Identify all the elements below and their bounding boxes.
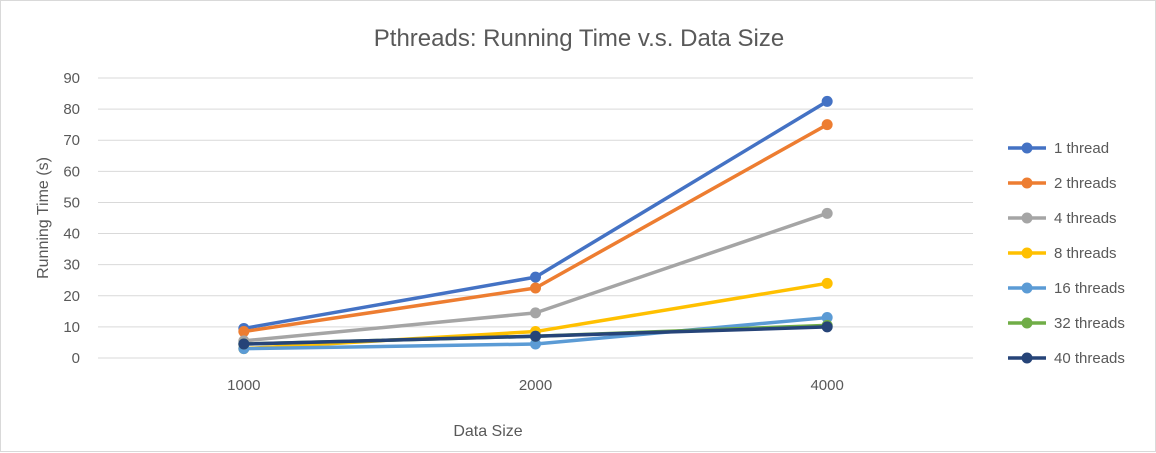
data-point <box>530 330 541 342</box>
legend-item: 8 threads <box>1008 245 1117 262</box>
data-point <box>530 282 541 294</box>
y-tick-label: 0 <box>72 350 80 367</box>
legend-label: 2 threads <box>1054 175 1117 192</box>
legend-label: 8 threads <box>1054 245 1117 262</box>
legend-swatch-marker <box>1021 317 1033 329</box>
y-tick-label: 30 <box>63 257 80 274</box>
chart-title: Pthreads: Running Time v.s. Data Size <box>374 25 784 52</box>
y-tick-label: 60 <box>63 163 80 180</box>
legend-swatch-marker <box>1021 212 1033 224</box>
data-point <box>238 338 250 350</box>
legend-item: 16 threads <box>1008 280 1125 297</box>
x-tick-label: 1000 <box>227 377 260 394</box>
series-7 <box>238 321 833 350</box>
legend-swatch-marker <box>1021 247 1033 259</box>
legend-swatch-marker <box>1021 142 1033 154</box>
legend-item: 32 threads <box>1008 315 1125 332</box>
series-5 <box>238 312 833 355</box>
series-2 <box>238 119 833 338</box>
y-axis-label: Running Time (s) <box>35 157 52 279</box>
data-point <box>821 207 833 219</box>
legend-label: 32 threads <box>1054 315 1125 332</box>
series-line <box>242 99 829 331</box>
legend-item: 1 thread <box>1008 140 1109 157</box>
legend-item: 2 threads <box>1008 175 1117 192</box>
data-point <box>530 271 541 283</box>
legend-item: 40 threads <box>1008 350 1125 367</box>
y-tick-label: 70 <box>63 132 80 149</box>
y-tick-label: 50 <box>63 194 80 211</box>
legend-swatch-marker <box>1021 177 1033 189</box>
legend-label: 16 threads <box>1054 280 1125 297</box>
series-lines <box>238 95 833 355</box>
y-tick-label: 40 <box>63 226 80 243</box>
legend-item: 4 threads <box>1008 210 1117 227</box>
legend-label: 1 thread <box>1054 140 1109 157</box>
data-point <box>821 95 833 107</box>
data-point <box>530 338 541 350</box>
x-axis-label: Data Size <box>453 423 522 440</box>
legend-swatch-marker <box>1021 352 1033 364</box>
y-tick-label: 10 <box>63 319 80 336</box>
legend: 1 thread 2 threads 4 threads 8 threads 16 th… <box>1008 140 1125 367</box>
legend-label: 4 threads <box>1054 210 1117 227</box>
y-tick-label: 80 <box>63 101 80 118</box>
y-axis-ticks: 0 10 20 30 40 50 60 70 80 90 <box>63 70 80 367</box>
legend-label: 40 threads <box>1054 350 1125 367</box>
y-tick-label: 90 <box>63 70 80 87</box>
data-point <box>821 312 833 324</box>
data-point <box>238 326 250 338</box>
data-point <box>821 277 833 289</box>
x-axis-ticks: 1000 2000 4000 <box>227 377 844 394</box>
legend-swatch-marker <box>1021 282 1033 294</box>
x-tick-label: 2000 <box>519 377 552 394</box>
data-point <box>821 119 833 131</box>
data-point <box>530 307 541 319</box>
x-tick-label: 4000 <box>810 377 843 394</box>
data-point <box>821 321 833 333</box>
y-tick-label: 20 <box>63 288 80 305</box>
